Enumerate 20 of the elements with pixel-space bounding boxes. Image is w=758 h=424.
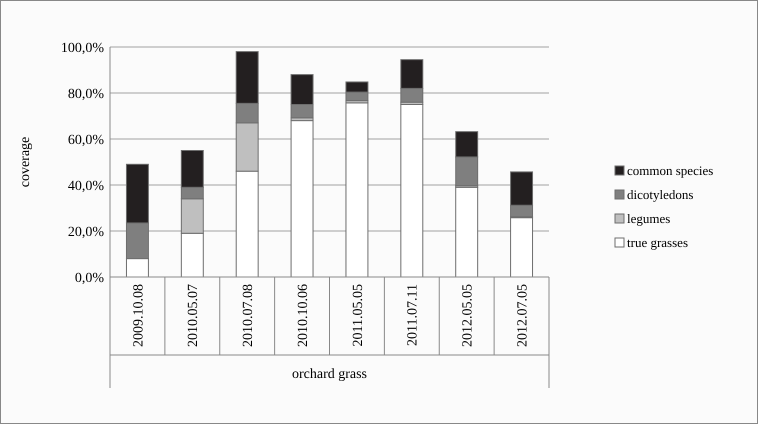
x-tick-label: 2011.07.11 <box>406 284 421 346</box>
y-tick-label: 40,0% <box>68 178 104 194</box>
y-tick-label: 80,0% <box>68 86 104 102</box>
legend-label: legumes <box>627 211 670 226</box>
y-tick-label: 20,0% <box>68 224 104 240</box>
x-tick-label: 2012.07.05 <box>515 284 530 347</box>
x-tick-label: 2010.10.06 <box>296 284 311 347</box>
x-tick-label: 2011.05.05 <box>350 284 366 346</box>
y-tick-label: 60,0% <box>68 132 104 148</box>
legend-label: common species <box>627 163 714 178</box>
x-tick-label: 2010.05.07 <box>186 284 202 347</box>
y-tick-label: 0,0% <box>74 270 104 286</box>
y-tick-label: 100,0% <box>60 40 104 56</box>
y-axis-title: coverage <box>18 136 33 188</box>
legend-label: dicotyledons <box>627 187 694 202</box>
x-tick-label: 2009.10.08 <box>131 284 146 347</box>
x-tick-label: 2012.05.05 <box>460 284 476 347</box>
legend-label: true grasses <box>627 235 688 250</box>
x-tick-label: 2010.07.08 <box>241 284 256 347</box>
x-axis-title: orchard grass <box>292 366 368 382</box>
